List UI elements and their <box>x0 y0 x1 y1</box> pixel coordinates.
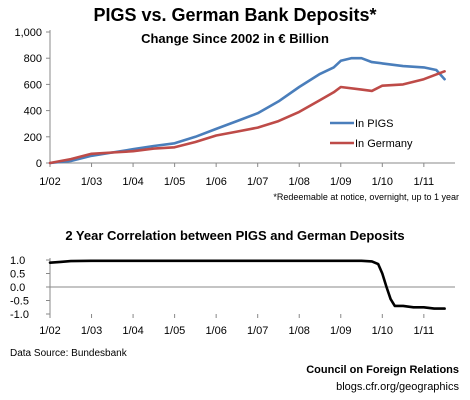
y-tick-label: 0.5 <box>10 269 25 281</box>
deposits-chart: PIGS vs. German Bank Deposits* Change Sin… <box>14 5 459 202</box>
x-tick-label: 1/05 <box>164 325 185 337</box>
chart-subtitle: Change Since 2002 in € Billion <box>141 31 329 46</box>
x-tick-label: 1/04 <box>122 176 143 188</box>
series-line-pigs <box>48 56 446 165</box>
x-tick-label: 1/08 <box>289 325 310 337</box>
correlation-chart: 2 Year Correlation between PIGS and Germ… <box>10 228 455 337</box>
credit-url: blogs.cfr.org/geographics <box>336 381 459 393</box>
x-tick-label: 1/10 <box>372 325 393 337</box>
x-tick-label: 1/08 <box>289 176 310 188</box>
y-tick-label: 800 <box>24 53 42 65</box>
chart-title: PIGS vs. German Bank Deposits* <box>93 5 376 25</box>
x-tick-label: 1/11 <box>414 325 435 337</box>
x-tick-label: 1/06 <box>205 176 226 188</box>
y-tick-label: 0 <box>36 158 42 170</box>
y-tick-label: 600 <box>24 79 42 91</box>
y-tick-label: -0.5 <box>10 296 29 308</box>
x-tick-label: 1/04 <box>122 325 143 337</box>
x-tick-label: 1/10 <box>372 176 393 188</box>
y-tick-label: 1,000 <box>14 27 42 39</box>
legend-label-pigs: In PIGS <box>355 118 394 130</box>
y-tick-label: 400 <box>24 106 42 118</box>
series-line-germany <box>48 70 446 165</box>
x-tick-label: 1/09 <box>330 176 351 188</box>
x-tick-label: 1/06 <box>205 325 226 337</box>
y-tick-label: 0.0 <box>10 282 25 294</box>
x-tick-label: 1/05 <box>164 176 185 188</box>
x-tick-label: 1/07 <box>247 325 268 337</box>
y-tick-label: -1.0 <box>10 309 29 321</box>
data-source-note: Data Source: Bundesbank <box>10 348 128 359</box>
x-tick-label: 1/02 <box>39 176 60 188</box>
footnote: *Redeemable at notice, overnight, up to … <box>273 192 459 202</box>
correlation-title: 2 Year Correlation between PIGS and Germ… <box>65 228 404 243</box>
x-tick-label: 1/02 <box>39 325 60 337</box>
x-tick-label: 1/03 <box>81 325 102 337</box>
y-tick-label: 1.0 <box>10 255 25 267</box>
y-tick-label: 200 <box>24 132 42 144</box>
x-tick-label: 1/11 <box>414 176 435 188</box>
x-tick-label: 1/09 <box>330 325 351 337</box>
x-tick-label: 1/07 <box>247 176 268 188</box>
legend-label-germany: In Germany <box>355 138 413 150</box>
credit-label: Council on Foreign Relations <box>306 364 459 376</box>
correlation-line <box>48 259 446 310</box>
x-tick-label: 1/03 <box>81 176 102 188</box>
